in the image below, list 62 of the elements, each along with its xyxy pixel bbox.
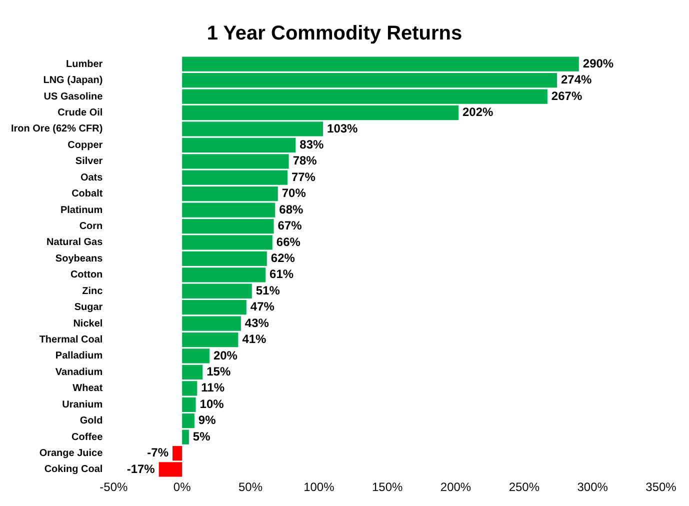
data-label: 20% — [213, 348, 238, 362]
y-tick-label: Natural Gas — [46, 237, 104, 248]
y-tick-label: Iron Ore (62% CFR) — [10, 124, 103, 135]
x-tick-label: 50% — [238, 480, 263, 494]
data-label: 202% — [462, 105, 494, 120]
data-label: -17% — [126, 462, 156, 476]
data-label: 61% — [270, 267, 294, 282]
y-tick-label: Oats — [80, 172, 104, 184]
data-label: 103% — [327, 121, 358, 136]
y-tick-label: Corn — [79, 221, 103, 232]
data-label: 274% — [561, 72, 592, 87]
data-label: 62% — [270, 251, 296, 266]
y-tick-label: Soybeans — [55, 253, 104, 264]
data-label: 70% — [282, 186, 306, 200]
data-label: 83% — [300, 137, 324, 152]
data-label: 10% — [200, 396, 224, 411]
data-label: 66% — [276, 234, 301, 249]
y-tick-label: LNG (Japan) — [43, 75, 103, 86]
x-tick-label: 200% — [440, 480, 472, 494]
data-label: 51% — [256, 283, 280, 298]
x-tick-label: 150% — [372, 480, 404, 494]
x-tick-label: 250% — [508, 480, 540, 494]
y-tick-label: Zinc — [82, 286, 104, 297]
data-label: 41% — [242, 332, 267, 346]
y-tick-label: Coffee — [72, 432, 104, 443]
data-label: -7% — [147, 446, 169, 460]
y-tick-label: Nickel — [73, 318, 103, 330]
y-tick-label: Wheat — [72, 383, 104, 394]
data-label: 67% — [278, 218, 302, 233]
x-tick-label: 350% — [646, 480, 677, 494]
data-label: 47% — [250, 300, 275, 314]
y-tick-label: Gold — [80, 416, 103, 427]
y-tick-label: Cotton — [70, 270, 103, 281]
chart-title: 1 Year Commodity Returns — [206, 22, 462, 45]
y-tick-label: Orange Juice — [39, 448, 104, 460]
y-tick-label: Sugar — [74, 302, 103, 314]
data-label: 5% — [192, 429, 211, 444]
y-tick-label: Silver — [75, 156, 103, 168]
x-tick-label: -50% — [100, 480, 128, 494]
y-tick-label: US Gasoline — [44, 91, 104, 102]
y-tick-label: Coking Coal — [44, 464, 103, 476]
y-tick-label: Crude Oil — [58, 108, 103, 119]
x-tick-label: 0% — [173, 480, 192, 494]
data-label: 68% — [279, 202, 304, 216]
y-tick-label: Cobalt — [72, 188, 104, 200]
data-label: 9% — [198, 413, 216, 428]
y-tick-label: Platinum — [60, 204, 103, 216]
data-label: 43% — [244, 316, 270, 330]
data-label: 267% — [551, 88, 582, 103]
data-label: 78% — [292, 154, 318, 168]
data-label: 77% — [291, 170, 316, 184]
y-tick-label: Palladium — [55, 350, 103, 362]
y-tick-label: Copper — [68, 140, 103, 151]
data-label: 290% — [582, 56, 614, 70]
x-tick-label: 300% — [577, 480, 608, 494]
y-tick-label: Thermal Coal — [39, 334, 103, 346]
y-tick-label: Uranium — [62, 399, 103, 410]
x-tick-label: 100% — [304, 480, 335, 494]
y-tick-label: Lumber — [66, 58, 103, 70]
y-tick-label: Vanadium — [55, 366, 103, 378]
data-label: 15% — [206, 364, 231, 379]
data-label: 11% — [201, 380, 225, 395]
